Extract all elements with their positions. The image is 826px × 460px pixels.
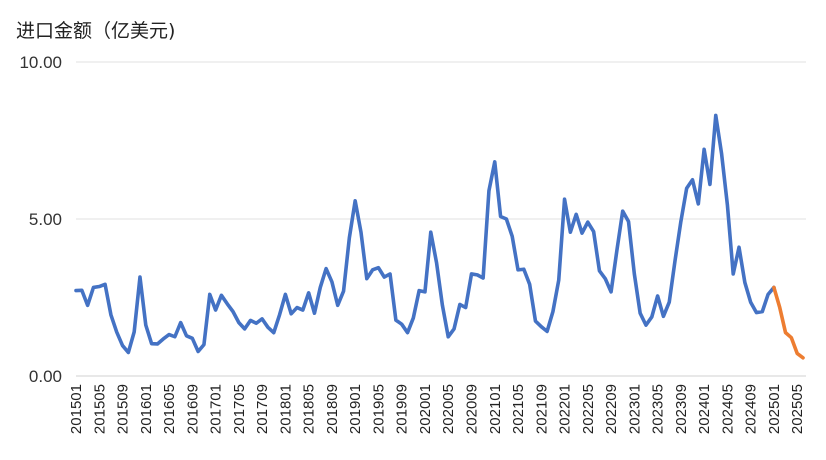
chart-title: 进口金额（亿美元)	[16, 20, 176, 42]
x-tick-label: 202101	[487, 384, 504, 434]
x-tick-label: 201809	[324, 384, 341, 434]
x-tick-label: 201705	[231, 384, 248, 434]
gridlines	[76, 61, 806, 377]
y-tick-label: 10.00	[19, 53, 62, 72]
x-tick-label: 201609	[184, 384, 201, 434]
x-tick-label: 201901	[347, 384, 364, 434]
x-tick-label: 202505	[789, 384, 806, 434]
y-tick-label: 0.00	[29, 367, 62, 386]
x-tick-label: 202301	[626, 384, 643, 434]
x-tick-label: 202309	[673, 384, 690, 434]
x-tick-label: 202105	[510, 384, 527, 434]
x-tick-label: 202005	[440, 384, 457, 434]
y-axis-ticks: 0.00 5.00 10.00	[19, 53, 62, 386]
x-tick-label: 202109	[533, 384, 550, 434]
x-tick-label: 201605	[161, 384, 178, 434]
x-tick-label: 201509	[115, 384, 132, 434]
x-tick-label: 202305	[650, 384, 667, 434]
x-tick-label: 202201	[557, 384, 574, 434]
x-tick-label: 202409	[743, 384, 760, 434]
x-tick-label: 201909	[394, 384, 411, 434]
y-tick-label: 5.00	[29, 210, 62, 229]
x-tick-label: 202001	[417, 384, 434, 434]
x-tick-label: 201505	[91, 384, 108, 434]
x-tick-label: 201601	[138, 384, 155, 434]
series-lines	[74, 113, 805, 360]
series-line-historical	[74, 113, 776, 355]
x-tick-label: 202205	[580, 384, 597, 434]
x-tick-label: 202405	[719, 384, 736, 434]
x-tick-label: 201805	[301, 384, 318, 434]
x-tick-label: 201905	[370, 384, 387, 434]
x-axis-ticks: 201501 201505 201509 201601 201605 201609 2017…	[68, 384, 806, 434]
x-tick-label: 202501	[766, 384, 783, 434]
x-tick-label: 202009	[463, 384, 480, 434]
x-tick-label: 201501	[68, 384, 85, 434]
x-tick-label: 202401	[696, 384, 713, 434]
x-tick-label: 201709	[254, 384, 271, 434]
x-tick-label: 202209	[603, 384, 620, 434]
x-tick-label: 201801	[277, 384, 294, 434]
x-tick-label: 201701	[208, 384, 225, 434]
series-line-forecast	[772, 285, 805, 360]
